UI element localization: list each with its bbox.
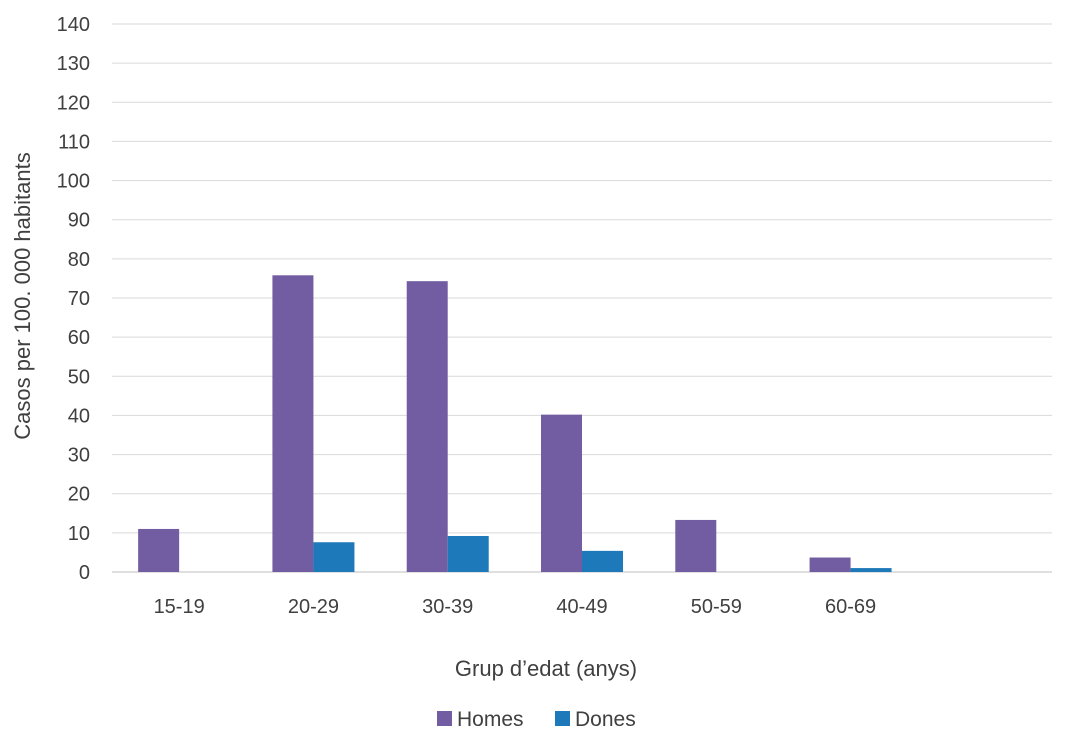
x-tick-label: 30-39	[422, 596, 473, 618]
bar-homes-20-29	[272, 275, 314, 572]
x-tick-label: 50-59	[691, 596, 742, 618]
y-tick-label: 40	[68, 405, 90, 427]
y-tick-label: 130	[57, 53, 90, 75]
y-tick-label: 10	[68, 523, 90, 545]
bar-homes-50-59	[675, 519, 717, 572]
y-tick-label: 140	[57, 14, 90, 36]
y-tick-label: 50	[68, 366, 90, 388]
bar-dones-30-39	[447, 535, 489, 572]
y-tick-label: 20	[68, 484, 90, 506]
x-tick-label: 20-29	[288, 596, 339, 618]
legend-label-homes: Homes	[457, 708, 524, 731]
bar-dones-20-29	[313, 542, 355, 572]
legend: Homes Dones	[437, 708, 636, 731]
y-axis-tick-labels: 0 10 20 30 40 50 60 70 80 90 100 110 120 130 140	[57, 14, 90, 584]
y-tick-label: 60	[68, 327, 90, 349]
bar-homes-40-49	[541, 414, 582, 572]
bar-dones-40-49	[582, 550, 623, 572]
bar-homes-60-69	[809, 557, 851, 572]
bar-homes-15-19	[138, 528, 180, 572]
bar-homes-30-39	[406, 281, 448, 572]
x-tick-label: 40-49	[556, 596, 607, 618]
x-tick-label: 60-69	[825, 596, 876, 618]
y-tick-label: 0	[79, 562, 90, 584]
legend-swatch-dones	[555, 711, 570, 726]
y-tick-label: 30	[68, 445, 90, 467]
y-tick-label: 80	[68, 249, 90, 271]
legend-label-dones: Dones	[575, 708, 636, 731]
y-tick-label: 90	[68, 210, 90, 232]
bar-dones-60-69	[850, 568, 892, 572]
x-axis-tick-labels: 15-19 20-29 30-39 40-49 50-59 60-69	[154, 596, 877, 618]
y-tick-label: 100	[57, 171, 90, 193]
x-tick-label: 15-19	[154, 596, 205, 618]
bars	[138, 275, 892, 572]
y-axis-title: Casos per 100. 000 habitants	[10, 152, 35, 439]
x-axis-title: Grup d’edat (anys)	[455, 656, 637, 681]
y-tick-label: 70	[68, 288, 90, 310]
y-tick-label: 120	[57, 92, 90, 114]
legend-swatch-homes	[437, 711, 452, 726]
y-tick-label: 110	[58, 131, 90, 153]
